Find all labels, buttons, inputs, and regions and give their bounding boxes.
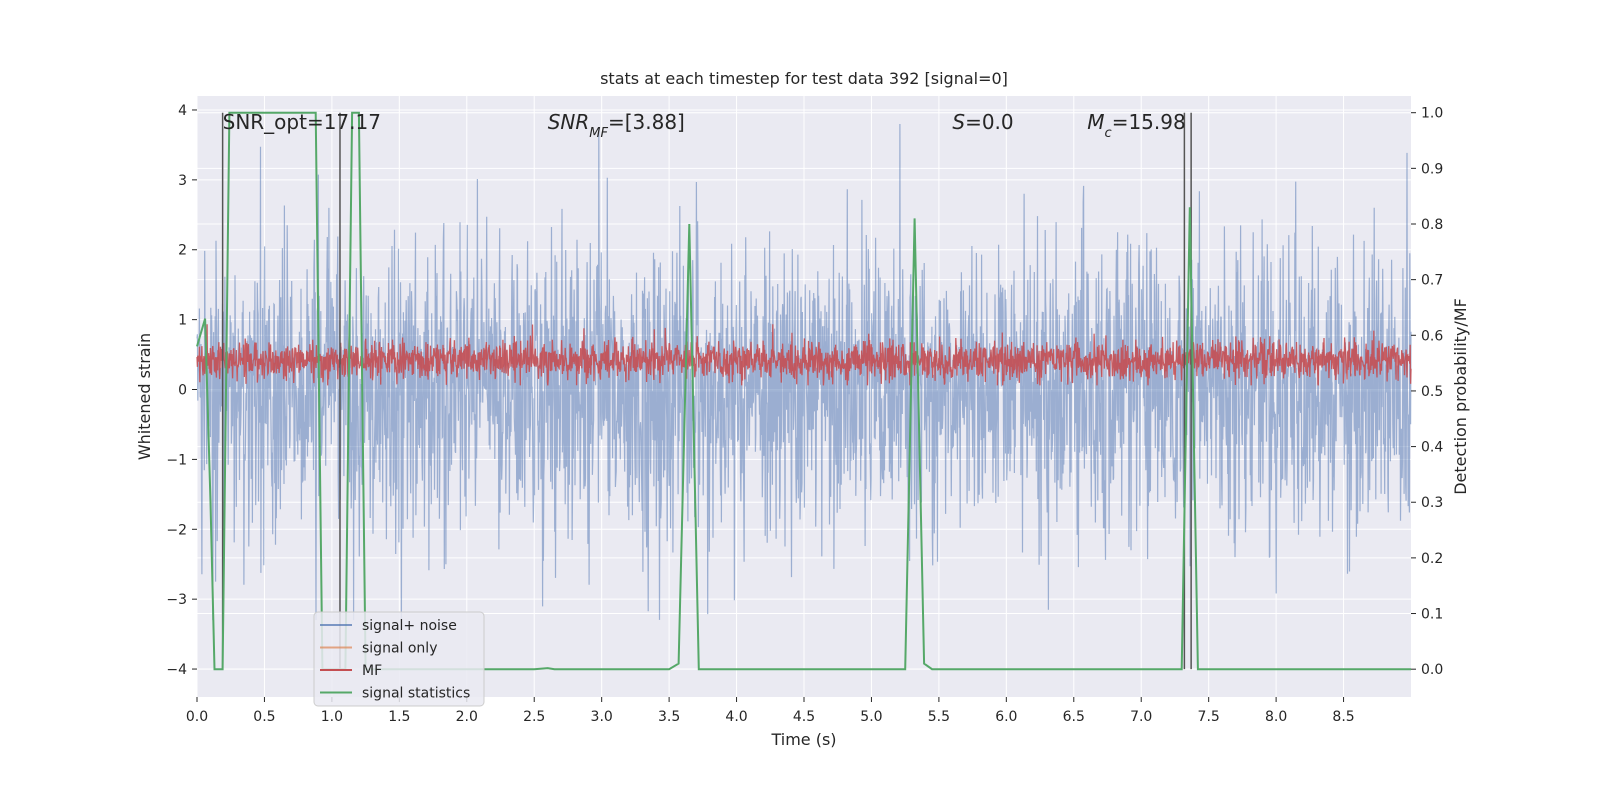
line-mf [196,324,1412,386]
legend-label: MF [362,663,382,679]
annotations: SNR_opt=17.17 SNRMF=[3.88] S=0.0 Mc=15.98 [223,110,1186,141]
y-right-tick-label: 0.3 [1421,495,1443,511]
annotation: SNRMF=[3.88] [548,110,685,141]
y-right-tick-label: 0.5 [1421,384,1443,400]
y-axis-right-label: Detection probability/MF [1451,298,1470,495]
legend-box [313,611,485,707]
vertical-markers [221,112,1192,670]
x-tick-label: 7.5 [1198,709,1220,725]
x-tick-label: 4.5 [793,709,815,725]
x-tick-label: 8.5 [1332,709,1354,725]
annotation: Mc=15.98 [1087,110,1185,141]
y-left-tick-label: 3 [178,173,187,189]
y-right-tick-label: 0.0 [1421,662,1443,678]
x-tick-label: 2.0 [456,709,478,725]
y-right-tick-label: 0.9 [1421,161,1443,177]
y-right-tick-label: 0.4 [1421,440,1443,456]
y-left-tick-label: −2 [166,522,187,538]
annotation: S=0.0 [952,110,1013,134]
x-tick-label: 4.0 [725,709,747,725]
legend-label: signal statistics [362,686,470,702]
x-tick-label: 5.5 [928,709,950,725]
x-tick-label: 1.5 [388,709,410,725]
y-left-tick-label: 0 [178,383,187,399]
legend-label: signal only [362,641,437,657]
x-tick-label: 6.0 [995,709,1017,725]
series-mf [196,324,1412,386]
y-left-tick-label: −1 [166,452,187,468]
x-tick-label: 0.5 [253,709,275,725]
y-right-tick-label: 0.1 [1421,607,1443,623]
x-tick-label: 0.0 [186,709,208,725]
line-signal-noise [196,123,1412,621]
y-left-tick-label: 1 [178,313,187,329]
y-left-tick-label: 4 [178,103,187,119]
y-left-tick-label: 2 [178,243,187,259]
x-tick-label: 2.5 [523,709,545,725]
y-right-tick-label: 0.6 [1421,328,1443,344]
y-right-tick-label: 0.7 [1421,273,1443,289]
annotation: SNR_opt=17.17 [223,110,381,134]
chart-title: stats at each timestep for test data 392… [600,69,1008,88]
x-axis-label: Time (s) [770,730,836,749]
axis-ticks: 0.0 0.5 1.0 1.5 2.0 2.5 3.0 3.5 4.0 4.5 5.0 5.5 6.0 6… [166,103,1443,725]
x-tick-label: 6.5 [1063,709,1085,725]
x-tick-label: 1.0 [321,709,343,725]
y-right-tick-label: 0.2 [1421,551,1443,567]
x-tick-label: 7.0 [1130,709,1152,725]
y-left-tick-label: −3 [166,592,187,608]
legend-label: signal+ noise [362,618,457,634]
x-tick-label: 8.0 [1265,709,1287,725]
y-axis-left-label: Whitened strain [135,333,154,460]
y-right-tick-label: 0.8 [1421,217,1443,233]
x-tick-label: 3.5 [658,709,680,725]
legend: signal+ noise signal only MF signal statist… [313,611,485,707]
x-tick-label: 5.0 [860,709,882,725]
x-tick-label: 3.0 [591,709,613,725]
y-left-tick-label: −4 [166,662,187,678]
series-signal-noise [196,123,1412,621]
y-right-tick-label: 1.0 [1421,106,1443,122]
